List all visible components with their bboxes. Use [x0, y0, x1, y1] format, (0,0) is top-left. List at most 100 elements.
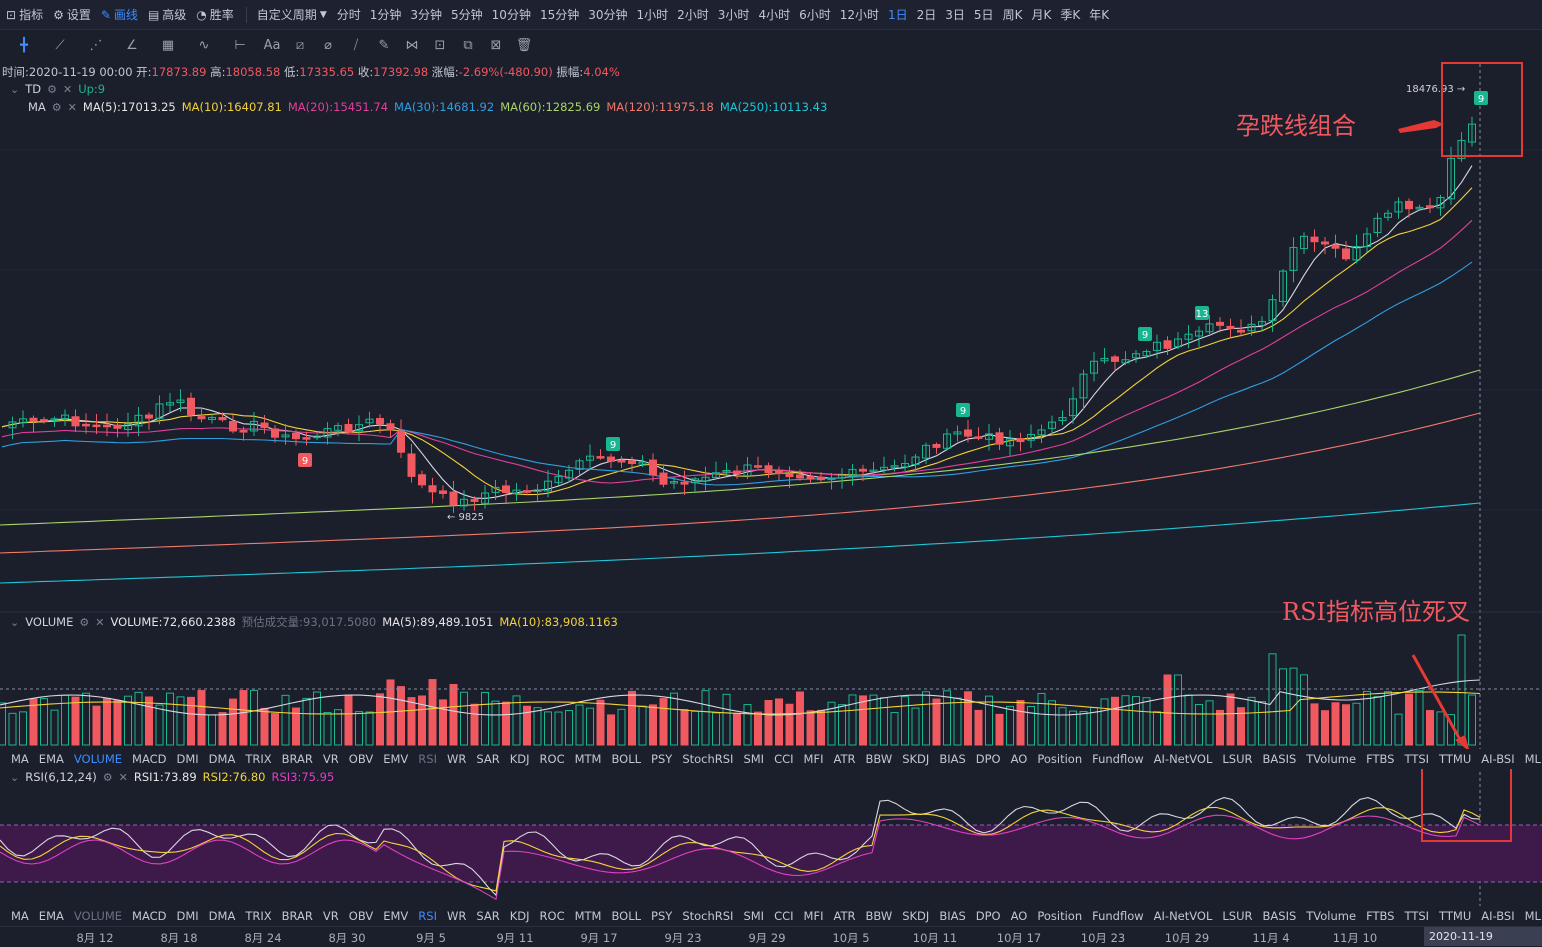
indicator-tab[interactable]: MACD — [132, 752, 167, 766]
indicator-tab[interactable]: ATR — [833, 909, 856, 923]
indicator-tab[interactable]: BOLL — [611, 752, 642, 766]
close-icon[interactable]: ✕ — [118, 770, 128, 784]
indicator-tab[interactable]: SMI — [743, 909, 765, 923]
topbar-win-rate-button[interactable]: ◔ 胜率 — [196, 6, 234, 23]
indicator-tab[interactable]: AI-NetVOL — [1153, 909, 1213, 923]
indicator-tab[interactable]: AO — [1010, 909, 1028, 923]
indicator-tab[interactable]: AI-NetVOL — [1153, 752, 1213, 766]
period-tab[interactable]: 年K — [1089, 8, 1110, 22]
indicator-tab[interactable]: PSY — [651, 752, 673, 766]
period-tab[interactable]: 6小时 — [799, 8, 831, 22]
indicator-tab[interactable]: MFI — [803, 752, 824, 766]
indicator-tab[interactable]: SMI — [743, 752, 765, 766]
measure-icon[interactable]: ⊢ — [234, 37, 246, 53]
indicator-tab[interactable]: BIAS — [939, 909, 966, 923]
indicator-tab[interactable]: BBW — [865, 752, 893, 766]
period-tab[interactable]: 3分钟 — [410, 8, 443, 22]
collapse-icon[interactable]: ⌄ — [10, 82, 20, 96]
indicator-tab[interactable]: MA — [11, 909, 29, 923]
settings-icon[interactable]: ⚙ — [79, 615, 90, 629]
indicator-tab[interactable]: VR — [322, 752, 339, 766]
custom-period-dropdown[interactable]: 自定义周期 ▼ — [257, 6, 327, 23]
period-tab[interactable]: 10分钟 — [491, 8, 531, 22]
indicator-tab[interactable]: BRAR — [281, 752, 313, 766]
indicator-tab[interactable]: MACD — [132, 909, 167, 923]
indicator-tab[interactable]: OBV — [348, 752, 374, 766]
indicator-tab[interactable]: ROC — [539, 752, 565, 766]
close-icon[interactable]: ✕ — [95, 615, 105, 629]
indicator-tab[interactable]: TTMU — [1439, 752, 1472, 766]
settings-icon[interactable]: ⚙ — [102, 770, 113, 784]
indicator-tab[interactable]: TTMU — [1439, 909, 1472, 923]
period-tab[interactable]: 2小时 — [677, 8, 709, 22]
period-tab[interactable]: 30分钟 — [588, 8, 628, 22]
indicator-tab[interactable]: WR — [446, 752, 467, 766]
topbar-chart-advanced-button[interactable]: ▤ 高级 — [148, 6, 186, 23]
period-tab[interactable]: 3小时 — [717, 8, 750, 22]
indicator-tab[interactable]: PSY — [651, 909, 673, 923]
indicator-tab[interactable]: TTSI — [1404, 752, 1430, 766]
indicator-tab[interactable]: LSUR — [1222, 909, 1253, 923]
indicator-tab[interactable]: KDJ — [509, 752, 530, 766]
angle-icon[interactable]: ∠ — [126, 37, 138, 53]
indicator-tab[interactable]: TRIX — [245, 909, 272, 923]
wave-icon[interactable]: ∿ — [198, 37, 210, 53]
indicator-tab[interactable]: Fundflow — [1092, 909, 1144, 923]
indicator-tab[interactable]: TRIX — [245, 752, 272, 766]
indicator-tab[interactable]: TVolume — [1306, 752, 1357, 766]
indicator-tab[interactable]: Fundflow — [1092, 752, 1144, 766]
period-tab[interactable]: 2日 — [916, 8, 937, 22]
indicator-tab[interactable]: Position — [1037, 752, 1083, 766]
indicator-tab[interactable]: StochRSI — [682, 909, 734, 923]
indicator-tab[interactable]: MLR — [1524, 752, 1542, 766]
indicator-tab[interactable]: DMI — [176, 752, 199, 766]
period-tab[interactable]: 15分钟 — [539, 8, 580, 22]
indicator-tab[interactable]: MTM — [574, 909, 602, 923]
indicator-tab[interactable]: ROC — [539, 909, 565, 923]
indicator-tab[interactable]: BBW — [865, 909, 893, 923]
period-tab[interactable]: 3日 — [945, 8, 965, 22]
indicator-tab[interactable]: EMV — [383, 752, 409, 766]
indicator-tab[interactable]: BIAS — [939, 752, 966, 766]
indicator-tab[interactable]: VOLUME — [73, 909, 123, 923]
indicator-tab[interactable]: MA — [11, 752, 29, 766]
collapse-icon[interactable]: ⌄ — [10, 615, 20, 629]
lock-icon[interactable]: ⊡ — [434, 37, 446, 53]
indicator-tab[interactable]: EMA — [38, 909, 64, 923]
ruler-icon[interactable]: ⧸ — [353, 37, 359, 53]
indicator-tab[interactable]: CCI — [774, 752, 794, 766]
indicator-tab[interactable]: ATR — [833, 752, 856, 766]
indicator-tab[interactable]: MLR — [1524, 909, 1542, 923]
settings-icon[interactable]: ⚙ — [51, 100, 62, 114]
indicator-tab[interactable]: SKDJ — [902, 752, 930, 766]
indicator-tab[interactable]: MFI — [803, 909, 824, 923]
crosshair-icon[interactable]: ╋ — [20, 37, 28, 53]
period-tab[interactable]: 1小时 — [636, 8, 669, 22]
topbar-settings-button[interactable]: ⚙ 设置 — [53, 6, 91, 23]
indicator-tab[interactable]: TTSI — [1404, 909, 1430, 923]
indicator-tab[interactable]: SKDJ — [902, 909, 930, 923]
indicator-tab[interactable]: Position — [1037, 909, 1083, 923]
indicator-tab[interactable]: StochRSI — [682, 752, 734, 766]
indicator-tab[interactable]: FTBS — [1366, 909, 1395, 923]
indicator-tab[interactable]: BOLL — [611, 909, 642, 923]
hide-icon[interactable]: ⊠ — [490, 37, 502, 53]
eraser-icon[interactable]: ⌀ — [324, 37, 332, 53]
indicator-tab[interactable]: MTM — [574, 752, 602, 766]
pattern-icon[interactable]: ⧄ — [295, 37, 305, 53]
indicator-tab[interactable]: EMA — [38, 752, 64, 766]
close-icon[interactable]: ✕ — [62, 82, 73, 96]
indicator-tab[interactable]: RSI — [418, 909, 437, 923]
indicator-tab[interactable]: DPO — [975, 909, 1001, 923]
magnet-icon[interactable]: ⋈ — [405, 37, 419, 53]
copy-icon[interactable]: ⧉ — [463, 37, 473, 53]
topbar-indicator-button[interactable]: ⊡ 指标 — [6, 6, 43, 23]
indicator-tab[interactable]: AI-BSI — [1481, 909, 1515, 923]
period-tab[interactable]: 周K — [1002, 8, 1023, 22]
indicator-tab[interactable]: TVolume — [1306, 909, 1357, 923]
period-tab[interactable]: 12小时 — [839, 8, 879, 22]
indicator-tab[interactable]: BRAR — [281, 909, 313, 923]
indicator-tab[interactable]: LSUR — [1222, 752, 1253, 766]
indicator-tab[interactable]: SAR — [476, 752, 500, 766]
indicator-tab[interactable]: BASIS — [1262, 752, 1297, 766]
